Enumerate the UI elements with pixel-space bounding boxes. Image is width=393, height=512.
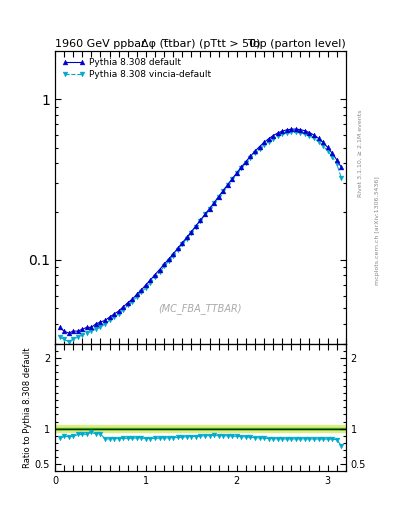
Text: mcplots.cern.ch [arXiv:1306.3436]: mcplots.cern.ch [arXiv:1306.3436] bbox=[375, 176, 380, 285]
Text: Top (parton level): Top (parton level) bbox=[248, 38, 346, 49]
Pythia 8.308 vincia-default bbox=[66, 338, 71, 345]
Text: Rivet 3.1.10, ≥ 2.1M events: Rivet 3.1.10, ≥ 2.1M events bbox=[358, 110, 363, 197]
Pythia 8.308 default bbox=[203, 211, 208, 218]
Pythia 8.308 vincia-default bbox=[193, 224, 198, 230]
Pythia 8.308 default bbox=[294, 126, 298, 132]
Pythia 8.308 default bbox=[66, 330, 71, 336]
Pythia 8.308 vincia-default bbox=[294, 130, 298, 136]
Text: 1960 GeV ppbar: 1960 GeV ppbar bbox=[55, 38, 146, 49]
Pythia 8.308 vincia-default bbox=[203, 211, 208, 218]
Pythia 8.308 default bbox=[257, 143, 262, 150]
Pythia 8.308 default bbox=[339, 164, 343, 170]
Pythia 8.308 vincia-default bbox=[339, 175, 343, 181]
Title: Δφ (t̅tbar) (pTtt > 50): Δφ (t̅tbar) (pTtt > 50) bbox=[141, 39, 260, 49]
Pythia 8.308 vincia-default bbox=[139, 289, 144, 295]
Pythia 8.308 vincia-default bbox=[148, 280, 153, 286]
Pythia 8.308 vincia-default bbox=[334, 161, 339, 167]
Text: (MC_FBA_TTBAR): (MC_FBA_TTBAR) bbox=[159, 303, 242, 314]
Pythia 8.308 default bbox=[139, 287, 144, 293]
Y-axis label: Ratio to Pythia 8.308 default: Ratio to Pythia 8.308 default bbox=[23, 347, 32, 467]
Line: Pythia 8.308 vincia-default: Pythia 8.308 vincia-default bbox=[57, 130, 344, 344]
Pythia 8.308 vincia-default bbox=[257, 146, 262, 152]
Pythia 8.308 vincia-default bbox=[57, 334, 62, 340]
Pythia 8.308 default bbox=[334, 157, 339, 163]
Line: Pythia 8.308 default: Pythia 8.308 default bbox=[57, 126, 344, 335]
Pythia 8.308 default bbox=[57, 324, 62, 330]
Pythia 8.308 default bbox=[193, 223, 198, 229]
Pythia 8.308 default bbox=[148, 277, 153, 283]
Legend: Pythia 8.308 default, Pythia 8.308 vincia-default: Pythia 8.308 default, Pythia 8.308 vinci… bbox=[59, 56, 214, 82]
